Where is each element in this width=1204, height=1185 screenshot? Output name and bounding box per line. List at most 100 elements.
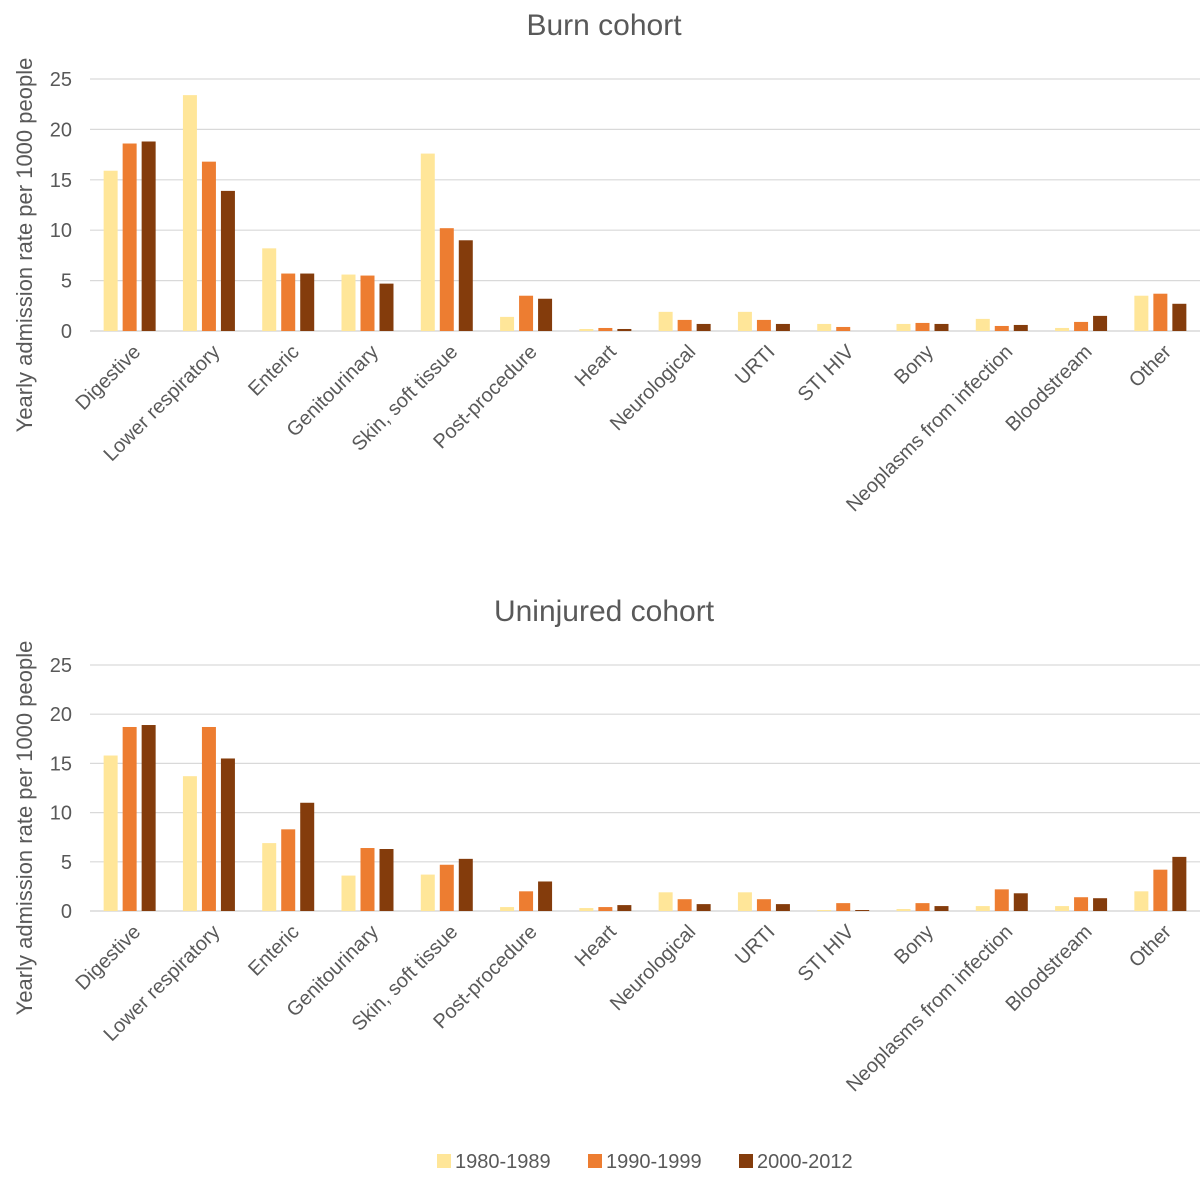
bar-3 (775, 323, 790, 331)
bar-3 (1093, 898, 1108, 911)
bar-2 (677, 899, 692, 911)
y-tick-label: 0 (61, 321, 72, 343)
bar-1 (1055, 327, 1070, 331)
y-tick-label: 5 (61, 852, 72, 874)
bar-1 (500, 907, 515, 911)
bar-1 (103, 170, 118, 331)
bar-2 (281, 273, 296, 331)
bar-2 (519, 295, 534, 331)
bar-2 (915, 322, 930, 331)
bar-2 (1074, 897, 1089, 911)
bar-2 (598, 907, 613, 911)
x-tick-label: Bony (890, 341, 938, 389)
y-tick-label: 25 (50, 69, 72, 91)
bar-3 (1093, 315, 1108, 331)
chart-title: Burn cohort (526, 9, 682, 42)
x-tick-label: STI HIV (794, 921, 860, 987)
x-tick-label: Enteric (244, 341, 304, 401)
bar-2 (598, 327, 613, 331)
bar-2 (439, 864, 454, 911)
bar-2 (201, 161, 216, 331)
bar-2 (756, 899, 771, 911)
bar-3 (617, 328, 632, 331)
bar-1 (262, 248, 277, 331)
bar-1 (500, 316, 515, 331)
bar-1 (975, 906, 990, 911)
bar-3 (855, 910, 870, 911)
bar-2 (915, 903, 930, 911)
bar-1 (341, 875, 356, 911)
bar-3 (934, 906, 949, 911)
bar-2 (1153, 293, 1168, 331)
y-tick-label: 10 (50, 803, 72, 825)
x-tick-label: Bony (890, 921, 938, 969)
bar-1 (1134, 295, 1149, 331)
x-tick-label: Neoplasms from infection (842, 921, 1017, 1096)
bar-1 (1055, 906, 1070, 911)
y-tick-label: 20 (50, 704, 72, 726)
bar-1 (182, 95, 197, 332)
bar-1 (658, 311, 673, 331)
bar-3 (300, 273, 315, 331)
y-tick-label: 20 (50, 119, 72, 141)
bar-2 (677, 319, 692, 331)
x-tick-label: STI HIV (794, 341, 860, 407)
bar-2 (1074, 321, 1089, 331)
bar-1 (420, 874, 435, 911)
bar-2 (439, 228, 454, 331)
y-tick-label: 5 (61, 271, 72, 293)
x-tick-label: Other (1125, 921, 1176, 972)
bar-2 (281, 829, 296, 911)
bar-1 (1134, 891, 1149, 911)
bar-3 (1013, 893, 1028, 911)
bar-3 (696, 904, 711, 911)
bar-1 (658, 892, 673, 911)
bar-2 (519, 891, 534, 911)
bar-1 (817, 910, 832, 911)
y-axis-label: Yearly admission rate per 1000 people (12, 641, 37, 1016)
x-tick-label: Digestive (71, 921, 145, 995)
bar-1 (896, 909, 911, 911)
bar-1 (737, 892, 752, 911)
bar-1 (420, 153, 435, 331)
x-tick-label: Digestive (71, 341, 145, 415)
bar-3 (220, 190, 235, 331)
x-tick-label: Heart (571, 921, 621, 971)
bar-1 (579, 908, 594, 911)
bar-2 (756, 319, 771, 331)
x-tick-label: URTI (731, 921, 779, 969)
bar-1 (103, 755, 118, 911)
x-tick-label: Heart (571, 341, 621, 391)
bar-3 (141, 141, 156, 331)
bar-2 (836, 326, 851, 331)
bar-3 (379, 283, 394, 331)
y-tick-label: 15 (50, 753, 72, 775)
bar-1 (262, 843, 277, 911)
bar-3 (379, 849, 394, 911)
legend-entry: 1990-1999 (606, 1151, 702, 1173)
bar-3 (141, 725, 156, 911)
x-tick-label: Neoplasms from infection (842, 341, 1017, 516)
bar-1 (975, 318, 990, 331)
bar-3 (696, 323, 711, 331)
bar-2 (201, 726, 216, 911)
chart-title: Uninjured cohort (494, 595, 715, 628)
bar-1 (817, 323, 832, 331)
legend-swatch-3 (739, 1154, 753, 1168)
bar-1 (182, 776, 197, 911)
bar-2 (122, 143, 137, 331)
y-tick-label: 0 (61, 901, 72, 923)
x-tick-label: URTI (731, 341, 779, 389)
bar-3 (1172, 303, 1187, 331)
bar-2 (1153, 869, 1168, 911)
bar-2 (122, 726, 137, 911)
bar-3 (458, 858, 473, 911)
bar-3 (775, 904, 790, 911)
bar-1 (579, 328, 594, 331)
bar-2 (836, 903, 851, 911)
bar-2 (360, 275, 375, 331)
bar-1 (341, 274, 356, 331)
bar-3 (1013, 324, 1028, 331)
